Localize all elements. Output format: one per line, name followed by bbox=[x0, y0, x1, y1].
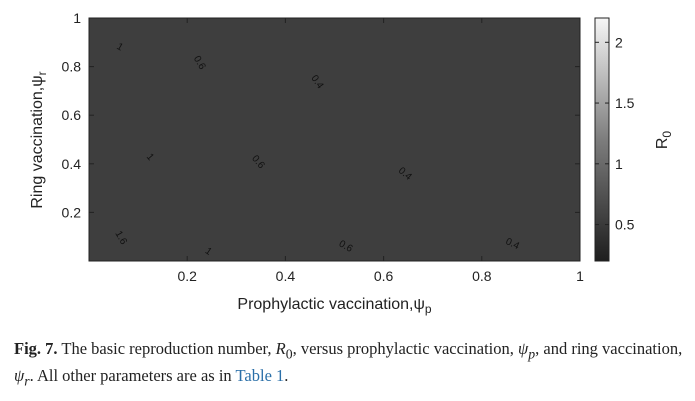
figure-caption: Fig. 7. The basic reproduction number, R… bbox=[14, 338, 684, 393]
y-axis-ticks: 0.2 0.4 0.6 0.8 1 bbox=[62, 10, 580, 220]
caption-figure-label: Fig. 7. bbox=[14, 339, 58, 358]
x-tick-label-2: 0.6 bbox=[374, 268, 394, 284]
caption-psi-p: ψ bbox=[518, 339, 529, 358]
colorbar: 0.5 1 1.5 2 R0 bbox=[594, 17, 674, 262]
caption-text-3: , and ring vaccination, bbox=[535, 339, 683, 358]
colorbar-tick-label-1: 1 bbox=[615, 156, 623, 172]
contour-fills bbox=[89, 18, 580, 261]
plot-area: 10.60.41 0.60.41.61 0.6 0.4 bbox=[88, 17, 581, 262]
x-axis-label: Prophylactic vaccination,ψp bbox=[237, 296, 432, 316]
y-tick-label-1: 0.4 bbox=[62, 156, 82, 172]
colorbar-label: R0 bbox=[654, 131, 674, 150]
colorbar-tick-label-2: 1.5 bbox=[615, 95, 635, 111]
colorbar-gradient bbox=[594, 17, 610, 262]
caption-text-2: , versus prophylactic vaccination, bbox=[292, 339, 519, 358]
plot-frame bbox=[88, 17, 581, 262]
contour-label-0: 1 bbox=[115, 41, 126, 54]
colorbar-ticks: 0.5 1 1.5 2 bbox=[595, 34, 635, 233]
y-tick-label-2: 0.6 bbox=[62, 107, 82, 123]
caption-text-5: . bbox=[284, 366, 289, 386]
contour-region-0.4 bbox=[89, 18, 580, 261]
caption-psi-r-sub: r bbox=[24, 373, 30, 389]
colorbar-tick-label-3: 2 bbox=[615, 34, 623, 50]
caption-r-sub: 0 bbox=[285, 346, 293, 362]
x-tick-label-0: 0.2 bbox=[177, 268, 197, 284]
y-tick-label-0: 0.2 bbox=[62, 204, 82, 220]
x-tick-label-4: 1 bbox=[576, 268, 584, 284]
caption-r: R bbox=[275, 339, 286, 358]
x-tick-label-3: 0.8 bbox=[472, 268, 492, 284]
y-axis-label: Ring vaccination,ψr bbox=[29, 71, 49, 208]
contour-label-9: 0.4 bbox=[504, 236, 522, 252]
colorbar-tick-label-0: 0.5 bbox=[615, 217, 635, 233]
y-tick-label-3: 0.8 bbox=[62, 59, 82, 75]
caption-psi-r: ψ bbox=[14, 366, 25, 386]
y-tick-label-4: 1 bbox=[73, 10, 81, 26]
contour-label-7: 1 bbox=[203, 246, 214, 258]
contour-figure: 10.60.41 0.60.41.61 0.6 0.4 0.2 0.4 0.6 0.8 1 0… bbox=[29, 10, 674, 316]
contour-label-3: 1 bbox=[144, 152, 156, 164]
caption-table-link[interactable]: Table 1 bbox=[235, 366, 285, 386]
caption-psi-p-sub: p bbox=[528, 346, 536, 362]
x-tick-label-1: 0.4 bbox=[276, 268, 296, 284]
caption-text-1: The basic reproduction number, bbox=[57, 339, 276, 358]
x-axis-ticks: 0.2 0.4 0.6 0.8 1 bbox=[177, 18, 584, 284]
caption-text-4: . All other parameters are as in bbox=[29, 366, 236, 386]
